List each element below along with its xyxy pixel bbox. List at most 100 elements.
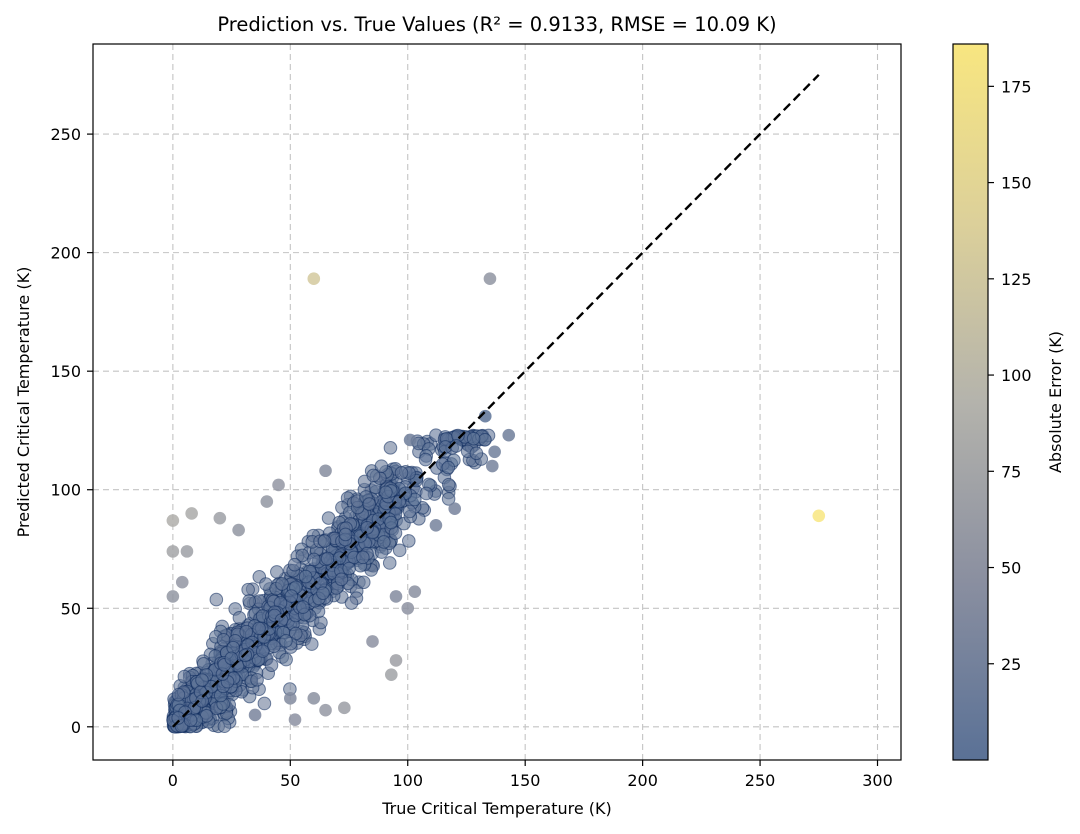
colorbar-tick-label: 175 — [1001, 77, 1032, 96]
scatter-point — [279, 634, 293, 648]
scatter-point — [392, 494, 406, 509]
scatter-point — [377, 535, 391, 549]
colorbar-tick-label: 125 — [1001, 270, 1032, 289]
scatter-point — [812, 509, 826, 523]
scatter-point — [284, 692, 297, 705]
scatter-point — [256, 644, 270, 658]
scatter-point — [260, 495, 274, 508]
colorbar-tick-label: 50 — [1001, 559, 1021, 578]
scatter-point — [298, 569, 313, 584]
scatter-point — [389, 654, 403, 667]
y-tick-label: 200 — [50, 244, 81, 263]
scatter-point — [195, 673, 209, 687]
scatter-point — [270, 565, 284, 579]
scatter-point — [264, 658, 279, 673]
scatter-point — [374, 459, 389, 474]
scatter-point — [275, 577, 289, 591]
scatter-point — [403, 433, 417, 447]
y-tick-label: 100 — [50, 481, 81, 500]
scatter-point — [342, 561, 356, 576]
scatter-point — [488, 445, 501, 459]
y-axis-label: Predicted Critical Temperature (K) — [14, 267, 33, 538]
scatter-point — [429, 518, 443, 532]
colorbar — [952, 43, 989, 761]
scatter-point — [279, 652, 293, 667]
scatter-points — [166, 272, 826, 726]
scatter-point — [272, 478, 285, 492]
y-tick-label: 250 — [50, 125, 81, 144]
scatter-point — [408, 492, 422, 507]
scatter-point — [307, 552, 321, 567]
scatter-point — [366, 635, 379, 648]
scatter-point — [316, 586, 330, 600]
colorbar-tick-label: 25 — [1001, 655, 1021, 674]
scatter-point — [307, 692, 321, 705]
scatter-point — [383, 441, 398, 455]
colorbar-ticks: 25 50 75 100 125 150 175 — [988, 77, 1032, 674]
scatter-point — [401, 534, 416, 548]
scatter-point — [344, 596, 359, 610]
scatter-point — [288, 713, 302, 726]
scatter-point — [216, 632, 231, 647]
scatter-point — [166, 514, 180, 527]
y-tick-label: 50 — [61, 599, 81, 618]
scatter-point — [334, 572, 349, 587]
scatter-point — [362, 497, 377, 511]
scatter-point — [441, 492, 456, 506]
scatter-point — [166, 545, 180, 558]
plot-frame — [92, 43, 902, 761]
scatter-point — [486, 459, 499, 473]
scatter-point — [379, 485, 393, 500]
x-axis-label: True Critical Temperature (K) — [381, 799, 612, 818]
scatter-point — [385, 668, 398, 681]
x-tick-label: 250 — [745, 771, 776, 790]
colorbar-tick-label: 150 — [1001, 174, 1032, 193]
scatter-point — [448, 502, 462, 515]
scatter-point — [242, 594, 256, 608]
reference-line — [172, 73, 820, 728]
scatter-point — [232, 523, 245, 537]
y-tick-label: 0 — [71, 718, 81, 737]
scatter-point — [319, 703, 332, 717]
scatter-point — [478, 432, 492, 447]
x-tick-label: 50 — [280, 771, 300, 790]
scatter-point — [274, 613, 289, 627]
scatter-point — [185, 507, 198, 520]
x-tick-label: 100 — [392, 771, 423, 790]
scatter-point — [209, 592, 224, 607]
scatter-point — [418, 452, 433, 467]
colorbar-tick-label: 75 — [1001, 462, 1021, 481]
scatter-point — [382, 556, 397, 570]
scatter-point — [366, 468, 381, 483]
scatter-point — [502, 428, 516, 442]
scatter-point — [441, 477, 456, 492]
scatter-point — [356, 550, 370, 565]
scatter-point — [250, 673, 264, 687]
scatter-point — [419, 486, 434, 501]
colorbar-label: Absolute Error (K) — [1046, 331, 1065, 473]
x-axis-ticks: 0 50 100 150 200 250 300 — [168, 760, 893, 790]
scatter-point — [401, 601, 415, 615]
x-tick-label: 150 — [510, 771, 541, 790]
scatter-point — [384, 515, 398, 530]
scatter-point — [307, 272, 321, 286]
scatter-point — [394, 466, 409, 480]
scatter-point — [392, 543, 407, 558]
chart-title: Prediction vs. True Values (R² = 0.9133,… — [217, 13, 776, 36]
scatter-point — [166, 590, 180, 603]
scatter-point — [252, 621, 266, 636]
scatter-point — [287, 557, 302, 572]
scatter-point — [408, 585, 422, 598]
scatter-point — [338, 527, 353, 542]
scatter-point — [175, 575, 189, 589]
scatter-point — [239, 624, 253, 639]
scatter-point — [232, 610, 247, 625]
scatter-point — [314, 615, 328, 630]
scatter-point — [195, 694, 209, 708]
x-tick-label: 200 — [627, 771, 658, 790]
scatter-point — [183, 713, 198, 728]
y-axis-ticks: 0 50 100 150 200 250 — [50, 125, 93, 737]
scatter-point — [469, 446, 484, 461]
y-tick-label: 150 — [50, 362, 81, 381]
